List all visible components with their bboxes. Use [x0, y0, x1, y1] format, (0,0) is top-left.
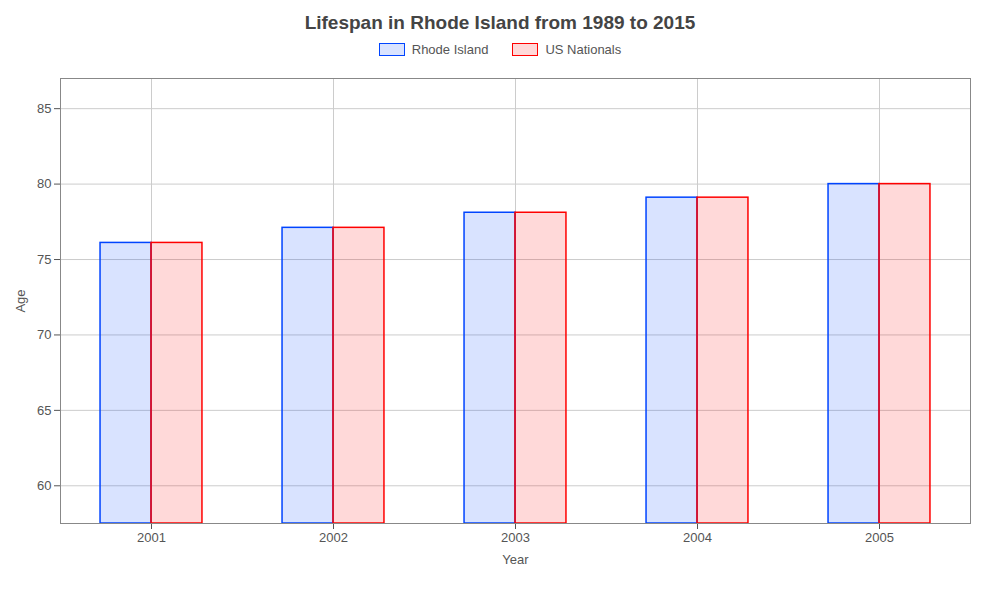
- svg-text:2001: 2001: [137, 530, 166, 545]
- svg-text:80: 80: [37, 176, 51, 191]
- svg-text:85: 85: [37, 101, 51, 116]
- svg-text:Year: Year: [502, 552, 529, 567]
- svg-text:2004: 2004: [683, 530, 712, 545]
- svg-text:60: 60: [37, 478, 51, 493]
- html-text:Lifespan in Rhode Island from: Lifespan in Rhode Island from 1989 to 20…: [304, 12, 696, 33]
- svg-text:Age: Age: [13, 289, 28, 312]
- html-text:Rhode Island: Rhode Island: [411, 42, 489, 57]
- html-text:US Nationals: US Nationals: [545, 42, 622, 57]
- svg-text:70: 70: [37, 327, 51, 342]
- svg-text:2005: 2005: [865, 530, 894, 545]
- svg-text:2003: 2003: [501, 530, 530, 545]
- svg-text:2002: 2002: [319, 530, 348, 545]
- svg-text:75: 75: [37, 252, 51, 267]
- svg-text:65: 65: [37, 403, 51, 418]
